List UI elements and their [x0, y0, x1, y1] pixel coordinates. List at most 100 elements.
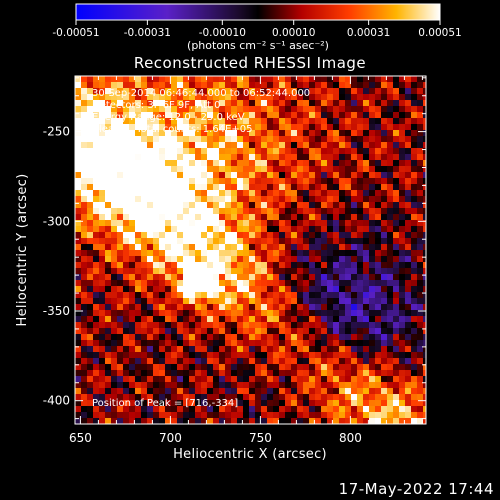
heatmap-cell [201, 118, 207, 124]
heatmap-cell [321, 310, 327, 316]
heatmap-cell [243, 286, 249, 292]
heatmap-cell [315, 196, 321, 202]
heatmap-cell [417, 316, 423, 322]
heatmap-cell [81, 400, 87, 406]
heatmap-cell [129, 172, 135, 178]
heatmap-cell [171, 130, 177, 136]
heatmap-cell [393, 316, 399, 322]
heatmap-cell [147, 352, 153, 358]
heatmap-cell [393, 142, 399, 148]
heatmap-cell [153, 292, 159, 298]
heatmap-cell [195, 418, 201, 424]
heatmap-cell [81, 346, 87, 352]
heatmap-cell [303, 166, 309, 172]
heatmap-cell [129, 418, 135, 424]
heatmap-cell [201, 124, 207, 130]
heatmap-cell [279, 286, 285, 292]
heatmap-cell [279, 118, 285, 124]
heatmap-cell [129, 250, 135, 256]
heatmap-cell [165, 154, 171, 160]
heatmap-cell [381, 190, 387, 196]
heatmap-cell [141, 358, 147, 364]
heatmap-cell [327, 142, 333, 148]
heatmap-cell [417, 160, 423, 166]
heatmap-cell [297, 298, 303, 304]
heatmap-cell [177, 106, 183, 112]
heatmap-cell [111, 394, 117, 400]
heatmap-cell [303, 118, 309, 124]
heatmap-cell [189, 148, 195, 154]
heatmap-cell [81, 304, 87, 310]
heatmap-cell [135, 328, 141, 334]
heatmap-cell [177, 160, 183, 166]
heatmap-cell [99, 250, 105, 256]
heatmap-cell [381, 382, 387, 388]
heatmap-cell [291, 418, 297, 424]
heatmap-cell [81, 82, 87, 88]
heatmap-cell [393, 328, 399, 334]
heatmap-cell [129, 262, 135, 268]
heatmap-cell [375, 136, 381, 142]
heatmap-cell [375, 76, 381, 82]
heatmap-cell [123, 118, 129, 124]
heatmap-cell [171, 178, 177, 184]
heatmap-cell [303, 232, 309, 238]
heatmap-cell [405, 220, 411, 226]
heatmap-cell [345, 100, 351, 106]
heatmap-cell [195, 184, 201, 190]
heatmap-cell [171, 160, 177, 166]
heatmap-cell [219, 76, 225, 82]
heatmap-cell [231, 196, 237, 202]
heatmap-cell [147, 238, 153, 244]
heatmap-cell [225, 220, 231, 226]
heatmap-cell [219, 322, 225, 328]
heatmap-cell [285, 148, 291, 154]
heatmap-cell [375, 328, 381, 334]
heatmap-cell [87, 346, 93, 352]
heatmap-cell [387, 256, 393, 262]
heatmap-cell [351, 214, 357, 220]
heatmap-cell [279, 106, 285, 112]
heatmap-cell [237, 418, 243, 424]
heatmap-cell [321, 298, 327, 304]
heatmap-cell [159, 244, 165, 250]
heatmap-cell [195, 160, 201, 166]
heatmap-cell [225, 268, 231, 274]
heatmap-cell [327, 106, 333, 112]
heatmap-cell [381, 238, 387, 244]
heatmap-cell [243, 352, 249, 358]
heatmap-cell [189, 304, 195, 310]
heatmap-cell [81, 274, 87, 280]
heatmap-cell [141, 418, 147, 424]
heatmap-cell [399, 268, 405, 274]
heatmap-cell [225, 298, 231, 304]
heatmap-cell [261, 268, 267, 274]
heatmap-cell [309, 406, 315, 412]
heatmap-cell [381, 112, 387, 118]
heatmap-cell [273, 316, 279, 322]
heatmap-cell [165, 388, 171, 394]
heatmap-cell [249, 94, 255, 100]
heatmap-cell [195, 286, 201, 292]
heatmap-cell [345, 160, 351, 166]
heatmap-cell [117, 112, 123, 118]
heatmap-cell [111, 130, 117, 136]
heatmap-cell [219, 154, 225, 160]
heatmap-cell [195, 226, 201, 232]
heatmap-cell [327, 100, 333, 106]
heatmap-cell [399, 130, 405, 136]
heatmap-cell [387, 394, 393, 400]
heatmap-cell [111, 208, 117, 214]
heatmap-cell [111, 322, 117, 328]
heatmap-cell [411, 340, 417, 346]
heatmap-cell [165, 280, 171, 286]
heatmap-cell [99, 208, 105, 214]
heatmap-cell [129, 124, 135, 130]
heatmap-cell [177, 274, 183, 280]
heatmap-cell [279, 364, 285, 370]
heatmap-cell [153, 334, 159, 340]
heatmap-cell [357, 340, 363, 346]
heatmap-cell [237, 280, 243, 286]
heatmap-cell [225, 322, 231, 328]
heatmap-cell [249, 322, 255, 328]
